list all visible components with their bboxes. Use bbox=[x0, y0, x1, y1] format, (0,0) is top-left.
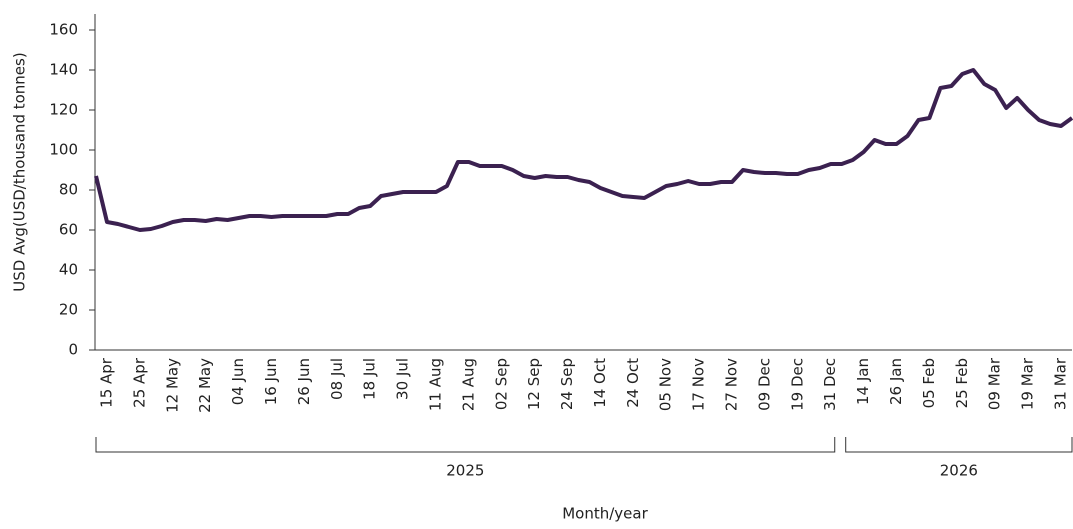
x-tick-label: 31 Mar bbox=[1052, 357, 1070, 410]
x-tick-label: 18 Jul bbox=[361, 358, 379, 400]
x-group-label: 2025 bbox=[446, 462, 484, 480]
x-tick-label: 04 Jun bbox=[229, 358, 247, 405]
y-axis-title: USD Avg(USD/thousand tonnes) bbox=[11, 52, 29, 291]
x-tick-label: 02 Sep bbox=[492, 358, 510, 410]
y-tick-label: 160 bbox=[49, 21, 78, 39]
y-tick-label: 100 bbox=[49, 141, 78, 159]
x-tick-label: 09 Mar bbox=[986, 357, 1004, 410]
x-tick-label: 17 Nov bbox=[690, 358, 708, 411]
y-tick-label: 120 bbox=[49, 101, 78, 119]
x-tick-label: 09 Dec bbox=[755, 358, 773, 411]
x-tick-label: 26 Jan bbox=[887, 358, 905, 405]
x-tick-label: 25 Apr bbox=[130, 357, 148, 408]
x-tick-label: 27 Nov bbox=[723, 358, 741, 411]
x-tick-label: 12 May bbox=[163, 358, 181, 413]
y-tick-label: 0 bbox=[68, 341, 78, 359]
x-tick-label: 22 May bbox=[196, 358, 214, 413]
x-group-bracket bbox=[95, 437, 836, 453]
x-tick-label: 19 Dec bbox=[788, 358, 806, 411]
x-tick-label: 15 Apr bbox=[97, 357, 115, 408]
line-series bbox=[94, 68, 1073, 232]
x-group-label: 2026 bbox=[940, 462, 978, 480]
x-tick-label: 11 Aug bbox=[426, 358, 444, 411]
x-axis-title: Month/year bbox=[562, 505, 648, 523]
x-tick-label: 31 Dec bbox=[821, 358, 839, 411]
x-tick-label: 24 Oct bbox=[624, 358, 642, 408]
y-tick-label: 60 bbox=[59, 221, 78, 239]
y-tick-label: 20 bbox=[59, 301, 78, 319]
x-tick-label: 14 Oct bbox=[591, 358, 609, 408]
x-tick-label: 12 Sep bbox=[525, 358, 543, 410]
x-tick-label: 26 Jun bbox=[295, 358, 313, 405]
y-tick-label: 80 bbox=[59, 181, 78, 199]
x-tick-label: 08 Jul bbox=[328, 358, 346, 400]
x-tick-label: 05 Feb bbox=[920, 358, 938, 408]
x-tick-label: 14 Jan bbox=[854, 358, 872, 405]
x-tick-label: 30 Jul bbox=[394, 358, 412, 400]
x-tick-label: 24 Sep bbox=[558, 358, 576, 410]
x-tick-label: 16 Jun bbox=[262, 358, 280, 405]
x-tick-label: 19 Mar bbox=[1019, 357, 1037, 410]
x-tick-label: 05 Nov bbox=[657, 358, 675, 411]
x-tick-label: 25 Feb bbox=[953, 358, 971, 408]
y-tick-label: 140 bbox=[49, 61, 78, 79]
x-group-bracket bbox=[845, 437, 1073, 453]
y-tick-label: 40 bbox=[59, 261, 78, 279]
x-tick-label: 21 Aug bbox=[459, 358, 477, 411]
